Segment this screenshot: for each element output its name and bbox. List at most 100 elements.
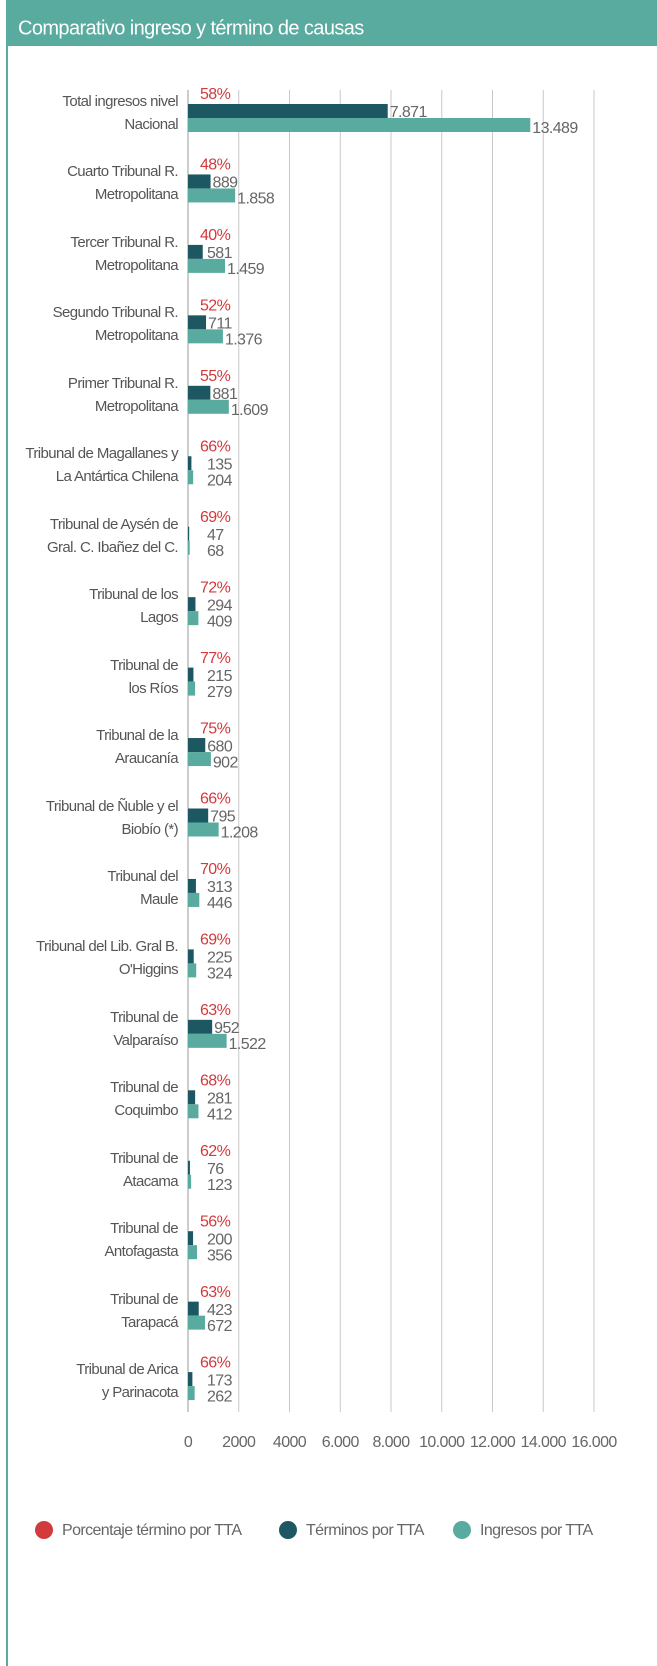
bar bbox=[188, 738, 206, 753]
category-label: Tribunal del Maule bbox=[107, 867, 178, 908]
bar bbox=[188, 1160, 190, 1175]
bar bbox=[188, 118, 531, 132]
bar bbox=[188, 752, 211, 767]
value-label: 1.376 bbox=[225, 332, 263, 349]
x-tick-label: 8.000 bbox=[372, 1434, 410, 1451]
bar bbox=[188, 1019, 213, 1034]
bar bbox=[188, 1033, 227, 1048]
percent-label: 63% bbox=[200, 1002, 231, 1019]
value-label: 881 bbox=[212, 386, 238, 403]
bar bbox=[188, 667, 194, 682]
bar bbox=[188, 1372, 193, 1387]
value-label: 409 bbox=[207, 613, 233, 630]
value-label: 672 bbox=[207, 1318, 233, 1335]
bar bbox=[188, 329, 223, 344]
bar bbox=[188, 526, 190, 541]
value-label: 412 bbox=[207, 1107, 233, 1124]
bar bbox=[188, 1104, 199, 1119]
value-label: 294 bbox=[207, 597, 233, 614]
bar bbox=[188, 470, 194, 485]
bar bbox=[188, 1231, 194, 1246]
value-label: 711 bbox=[208, 316, 232, 333]
percent-label: 68% bbox=[200, 1073, 231, 1090]
category-label: Tribunal de los Ríos bbox=[110, 656, 178, 697]
value-label: 324 bbox=[207, 966, 233, 983]
value-label: 7.871 bbox=[390, 104, 428, 121]
bar bbox=[188, 1386, 195, 1401]
category-label: Total ingresos nivel Nacional bbox=[62, 93, 178, 133]
percent-label: 72% bbox=[200, 579, 231, 596]
bar bbox=[188, 1301, 199, 1316]
category-label: Tribunal de Magallanes y La Antártica Ch… bbox=[25, 445, 178, 486]
legend-label: Ingresos por TTA bbox=[480, 1522, 593, 1539]
category-label: Tribunal de Aysén de Gral. C. Ibañez del… bbox=[46, 515, 179, 556]
value-label: 76 bbox=[207, 1161, 224, 1178]
x-tick-label: 14.000 bbox=[521, 1434, 567, 1451]
category-label: Tribunal de Arica y Parinacota bbox=[76, 1361, 178, 1402]
value-label: 215 bbox=[207, 668, 233, 685]
percent-label: 58% bbox=[200, 86, 231, 103]
value-label: 281 bbox=[207, 1091, 233, 1108]
category-label: Tribunal de los Lagos bbox=[89, 586, 178, 627]
value-label: 1.609 bbox=[231, 402, 269, 419]
bar bbox=[188, 808, 209, 823]
category-label: Tribunal de Valparaíso bbox=[110, 1008, 178, 1049]
bar bbox=[188, 104, 388, 118]
bar bbox=[188, 244, 203, 259]
value-label: 13.489 bbox=[532, 120, 578, 137]
value-label: 204 bbox=[207, 472, 233, 489]
bar bbox=[188, 1174, 192, 1189]
bar bbox=[188, 1090, 196, 1105]
bar bbox=[188, 399, 229, 414]
value-label: 225 bbox=[207, 950, 233, 967]
legend-marker bbox=[279, 1521, 297, 1539]
value-label: 889 bbox=[213, 175, 239, 192]
bar bbox=[188, 892, 200, 907]
value-label: 1.459 bbox=[227, 261, 265, 278]
chart-title: Comparativo ingreso y término de causas bbox=[18, 17, 364, 39]
bar bbox=[188, 822, 219, 837]
bar bbox=[188, 188, 236, 203]
category-label: Tribunal de Tarapacá bbox=[110, 1290, 178, 1331]
category-label: Tribunal del Lib. Gral B. O'Higgins bbox=[35, 938, 179, 979]
percent-label: 56% bbox=[200, 1213, 231, 1230]
header-bar bbox=[6, 0, 657, 46]
percent-label: 52% bbox=[200, 298, 231, 315]
percent-label: 77% bbox=[200, 650, 231, 667]
bar bbox=[188, 963, 197, 978]
value-label: 356 bbox=[207, 1247, 233, 1264]
category-label: Primer Tribunal R. Metropolitana bbox=[67, 374, 179, 415]
value-label: 446 bbox=[207, 895, 233, 912]
value-label: 795 bbox=[210, 809, 236, 826]
category-label: Tribunal de Ñuble y el Biobío (*) bbox=[45, 797, 179, 838]
category-label: Tribunal de Antofagasta bbox=[104, 1220, 179, 1261]
category-label: Segundo Tribunal R. Metropolitana bbox=[52, 304, 179, 345]
bar bbox=[188, 385, 211, 400]
x-tick-label: 16.000 bbox=[571, 1434, 617, 1451]
value-label: 68 bbox=[207, 543, 224, 560]
percent-label: 75% bbox=[200, 720, 231, 737]
value-label: 952 bbox=[214, 1020, 240, 1037]
category-label: Tribunal de Coquimbo bbox=[110, 1079, 178, 1120]
category-label: Tribunal de Atacama bbox=[110, 1149, 178, 1190]
category-label: Cuarto Tribunal R. Metropolitana bbox=[67, 163, 179, 204]
x-tick-label: 0 bbox=[184, 1434, 193, 1451]
value-label: 47 bbox=[207, 527, 224, 544]
bar bbox=[188, 878, 196, 893]
bar bbox=[188, 315, 207, 330]
bar bbox=[188, 611, 199, 626]
value-label: 173 bbox=[207, 1372, 233, 1389]
value-label: 1.858 bbox=[237, 191, 275, 208]
category-label: Tribunal de la Araucanía bbox=[96, 727, 179, 768]
x-tick-label: 10.000 bbox=[419, 1434, 465, 1451]
percent-label: 70% bbox=[200, 861, 231, 878]
value-label: 902 bbox=[213, 754, 239, 771]
legend-label: Términos por TTA bbox=[306, 1522, 425, 1539]
value-label: 313 bbox=[207, 879, 233, 896]
bar bbox=[188, 681, 196, 696]
percent-label: 69% bbox=[200, 509, 231, 526]
percent-label: 66% bbox=[200, 438, 231, 455]
value-label: 123 bbox=[207, 1177, 233, 1194]
